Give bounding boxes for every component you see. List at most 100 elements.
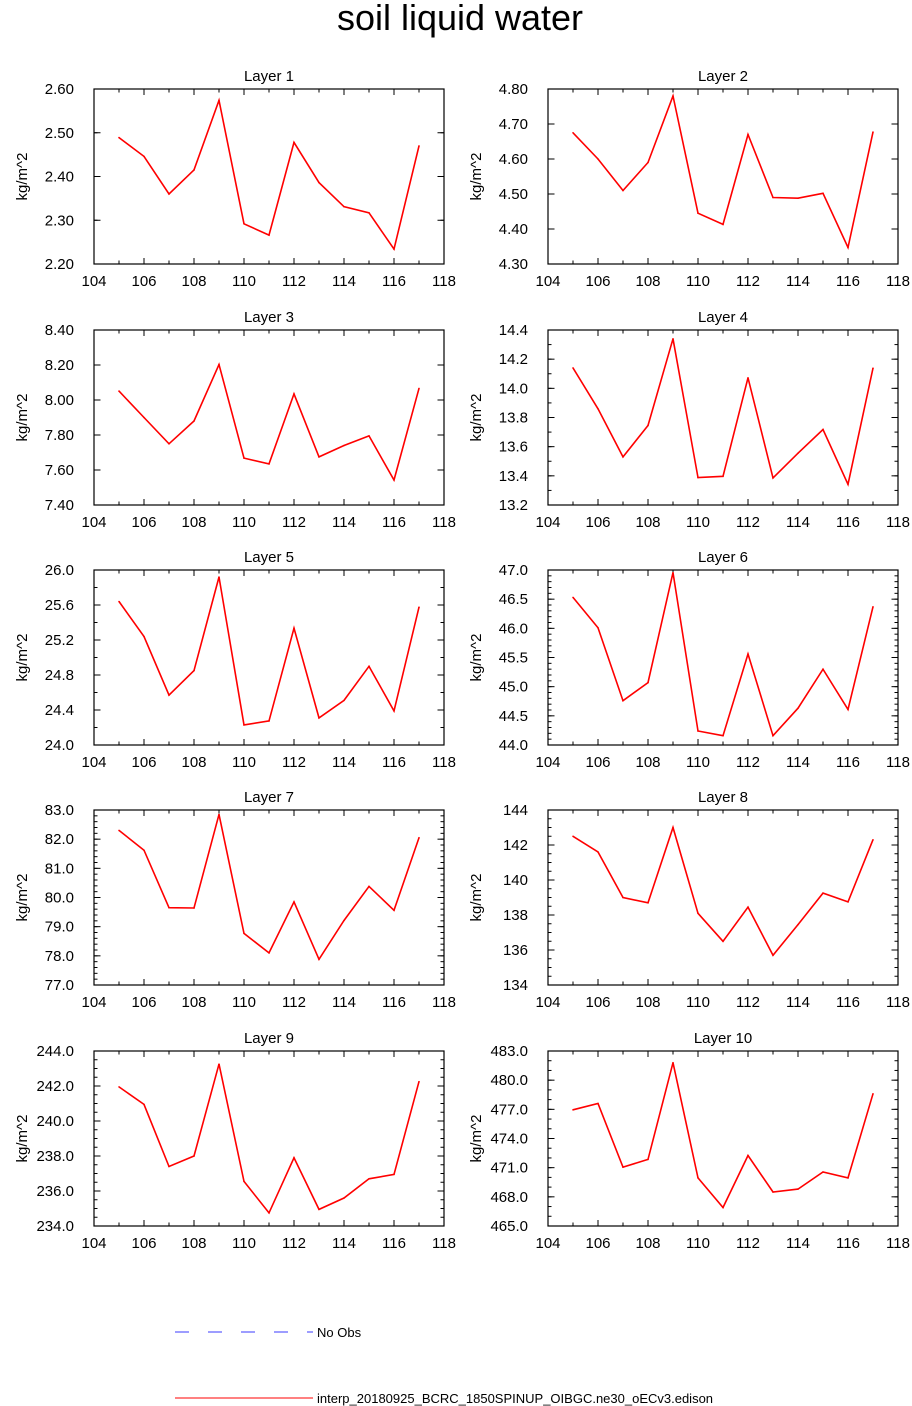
- data-point: [597, 626, 599, 629]
- x-tick-label: 114: [786, 994, 810, 1011]
- data-point: [118, 600, 120, 603]
- data-point: [243, 932, 245, 935]
- x-tick-label: 104: [535, 514, 560, 531]
- data-point: [168, 694, 170, 696]
- x-tick-label: 110: [232, 994, 256, 1011]
- data-point: [672, 1061, 674, 1064]
- y-tick-label: 7.80: [45, 427, 74, 444]
- data-point: [822, 892, 824, 894]
- data-point: [822, 1171, 824, 1173]
- data-point: [622, 896, 624, 899]
- data-point: [393, 909, 395, 912]
- x-tick-label: 116: [382, 994, 406, 1011]
- x-tick-label: 108: [181, 273, 206, 290]
- data-point: [418, 145, 420, 147]
- data-point: [318, 456, 320, 458]
- x-tick-label: 106: [585, 994, 610, 1011]
- data-point: [343, 205, 345, 208]
- x-tick-label: 112: [282, 514, 306, 531]
- data-point: [722, 223, 724, 226]
- x-tick-label: 104: [81, 754, 106, 771]
- data-point: [747, 377, 749, 379]
- y-tick-label: 82.0: [45, 831, 74, 848]
- x-tick-label: 104: [81, 273, 106, 290]
- data-point: [293, 627, 295, 629]
- data-point: [822, 192, 824, 195]
- panel-title: Layer 7: [244, 789, 294, 806]
- chart-panel-4: Layer 4 kg/m^2 104 106 108 110 112 114 116 118 13.…: [468, 309, 910, 531]
- x-tick-label: 106: [585, 273, 610, 290]
- data-point: [847, 483, 849, 486]
- data-point: [143, 416, 145, 419]
- x-tick-label: 116: [382, 1235, 406, 1252]
- data-point: [772, 734, 774, 737]
- data-point: [193, 169, 195, 171]
- y-tick-label: 2.40: [45, 169, 74, 186]
- data-point: [368, 665, 370, 668]
- y-tick-label: 138: [503, 907, 528, 924]
- data-point: [747, 653, 749, 655]
- data-point: [622, 456, 624, 458]
- data-point: [343, 699, 345, 702]
- x-tick-label: 108: [181, 1235, 206, 1252]
- y-tick-label: 4.80: [499, 81, 528, 98]
- plot-frame: [93, 329, 445, 506]
- y-tick-label: 45.0: [499, 679, 528, 696]
- panel-title: Layer 6: [698, 549, 748, 566]
- x-tick-label: 106: [131, 273, 156, 290]
- data-point: [672, 95, 674, 97]
- data-point: [872, 605, 874, 608]
- y-axis-label: kg/m^2: [468, 874, 485, 922]
- data-point: [772, 954, 774, 957]
- data-point: [143, 635, 145, 638]
- y-tick-label: 244.0: [36, 1043, 74, 1060]
- x-tick-label: 112: [736, 1235, 760, 1252]
- data-point: [218, 99, 220, 102]
- data-point: [318, 717, 320, 719]
- chart-panel-10: Layer 10 kg/m^2 104 106 108 110 112 114 116 118 46…: [468, 1030, 910, 1252]
- data-point: [418, 836, 420, 839]
- x-tick-label: 112: [282, 1235, 306, 1252]
- data-point: [572, 596, 574, 599]
- chart-panel-6: Layer 6 kg/m^2 104 106 108 110 112 114 116 118 44.…: [468, 549, 910, 771]
- x-tick-label: 110: [686, 273, 710, 290]
- chart-panel-1: Layer 1 kg/m^2 104 106 108 110 112 114 116 118 2.2…: [14, 68, 456, 290]
- y-tick-label: 7.60: [45, 462, 74, 479]
- x-tick-label: 110: [686, 1235, 710, 1252]
- data-point: [193, 907, 195, 909]
- x-tick-label: 116: [382, 754, 406, 771]
- panel-grid: Layer 1 kg/m^2 104 106 108 110 112 114 116 118 2.2…: [14, 68, 910, 1252]
- data-point: [697, 476, 699, 479]
- x-tick-label: 108: [635, 273, 660, 290]
- y-tick-label: 2.20: [45, 256, 74, 273]
- data-point: [722, 734, 724, 737]
- x-tick-label: 114: [332, 514, 356, 531]
- x-tick-label: 104: [81, 1235, 106, 1252]
- x-tick-label: 104: [535, 273, 560, 290]
- panel-title: Layer 8: [698, 789, 748, 806]
- x-tick-label: 104: [81, 994, 106, 1011]
- x-tick-label: 114: [786, 273, 810, 290]
- x-tick-label: 104: [535, 754, 560, 771]
- data-point: [193, 669, 195, 672]
- plot-frame: [93, 88, 445, 265]
- y-tick-label: 144: [503, 802, 528, 819]
- x-tick-label: 108: [181, 994, 206, 1011]
- data-point: [747, 133, 749, 136]
- x-tick-label: 110: [232, 1235, 256, 1252]
- x-tick-label: 108: [635, 514, 660, 531]
- series-line: [118, 97, 420, 252]
- x-tick-label: 118: [886, 1235, 910, 1252]
- x-tick-label: 114: [786, 1235, 810, 1252]
- data-point: [697, 1177, 699, 1179]
- chart-panel-3: Layer 3 kg/m^2 104 106 108 110 112 114 116 118 7.4…: [14, 309, 456, 531]
- data-point: [143, 155, 145, 158]
- x-tick-label: 118: [432, 994, 456, 1011]
- chart-panel-8: Layer 8 kg/m^2 104 106 108 110 112 114 116 118 134…: [468, 789, 910, 1011]
- y-axis-label: kg/m^2: [468, 634, 485, 682]
- x-tick-label: 118: [432, 1235, 456, 1252]
- data-point: [722, 475, 724, 478]
- legend: No Obs interp_20180925_BCRC_1850SPINUP_O…: [175, 1325, 713, 1406]
- y-axis-label: kg/m^2: [14, 634, 31, 682]
